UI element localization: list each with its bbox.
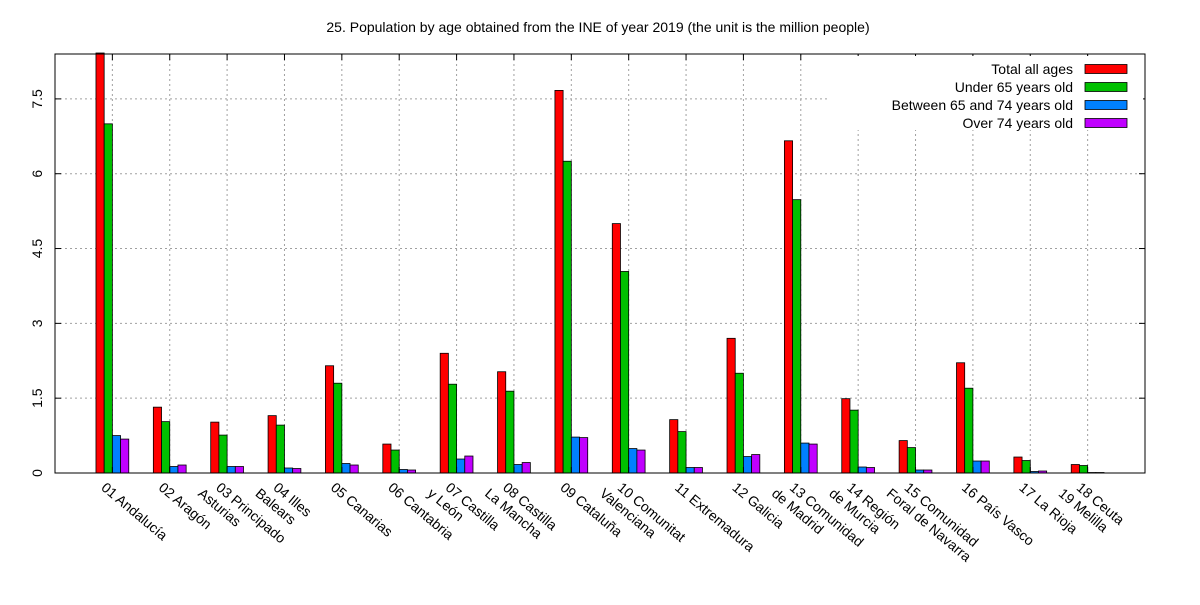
bar xyxy=(1071,465,1079,473)
bar xyxy=(694,468,702,473)
bar xyxy=(399,470,407,473)
bar xyxy=(96,53,104,473)
bar xyxy=(293,469,301,473)
legend-swatch xyxy=(1085,83,1127,92)
bar xyxy=(1079,466,1087,473)
bar xyxy=(580,438,588,473)
bar xyxy=(1014,457,1022,473)
bar xyxy=(162,422,170,473)
bar xyxy=(211,422,219,473)
bar xyxy=(678,432,686,473)
bar xyxy=(522,463,530,473)
bar xyxy=(850,410,858,473)
legend-label: Between 65 and 74 years old xyxy=(892,97,1073,113)
bar xyxy=(104,124,112,473)
bar xyxy=(498,372,506,473)
y-tick-label: 1.5 xyxy=(29,388,45,408)
bar xyxy=(956,363,964,473)
bar xyxy=(727,338,735,473)
y-tick-label: 6 xyxy=(29,170,45,178)
y-tick-label: 4.5 xyxy=(29,239,45,259)
bar xyxy=(965,388,973,473)
bar xyxy=(448,384,456,473)
legend-label: Total all ages xyxy=(991,61,1073,77)
legend-swatch xyxy=(1085,101,1127,110)
legend-swatch xyxy=(1085,65,1127,74)
y-tick-label: 0 xyxy=(29,469,45,477)
bar xyxy=(842,399,850,473)
legend-label: Over 74 years old xyxy=(963,115,1074,131)
y-tick-label: 7.5 xyxy=(29,89,45,109)
bar xyxy=(342,464,350,473)
bar xyxy=(268,416,276,473)
bar xyxy=(465,456,473,473)
bar xyxy=(670,420,678,473)
legend: Total all ages Under 65 years old Between … xyxy=(830,56,1143,131)
chart-title: 25. Population by age obtained from the … xyxy=(326,19,869,35)
bar xyxy=(637,450,645,473)
bar xyxy=(334,383,342,473)
bar xyxy=(858,467,866,473)
bar xyxy=(219,435,227,473)
bar xyxy=(227,467,235,473)
bar xyxy=(866,468,874,473)
bar xyxy=(325,366,333,473)
bar xyxy=(612,224,620,473)
x-tick-label-line: 05 Canarias xyxy=(328,479,396,540)
x-tick-label: 07 Castillay León xyxy=(425,473,503,546)
bar xyxy=(801,443,809,473)
bar xyxy=(809,444,817,473)
bar xyxy=(620,271,628,473)
bar xyxy=(121,439,129,473)
bar xyxy=(981,461,989,473)
bar xyxy=(153,407,161,473)
x-tick-label: 08 CastillaLa Mancha xyxy=(482,473,560,546)
bar xyxy=(440,353,448,473)
bar xyxy=(178,465,186,473)
bar xyxy=(235,467,243,473)
y-tick-label: 3 xyxy=(29,319,45,327)
bar xyxy=(1022,461,1030,473)
bar xyxy=(284,468,292,473)
bar xyxy=(907,448,915,473)
bar xyxy=(629,449,637,473)
bar xyxy=(457,459,465,473)
bar xyxy=(686,468,694,473)
bar xyxy=(793,200,801,473)
bar xyxy=(735,373,743,473)
bar xyxy=(752,455,760,473)
bar xyxy=(555,90,563,473)
x-tick-label: 05 Canarias xyxy=(328,479,396,540)
bar xyxy=(112,436,120,473)
bar xyxy=(350,465,358,473)
bar xyxy=(743,457,751,473)
bar xyxy=(506,391,514,473)
legend-label: Under 65 years old xyxy=(955,79,1073,95)
bar xyxy=(276,425,284,473)
bar xyxy=(899,441,907,473)
bar xyxy=(514,465,522,473)
legend-swatch xyxy=(1085,119,1127,128)
bar xyxy=(563,161,571,473)
bar xyxy=(383,444,391,473)
bar xyxy=(784,141,792,473)
bar xyxy=(571,437,579,473)
bar xyxy=(170,467,178,473)
bar xyxy=(973,461,981,473)
bar xyxy=(391,450,399,473)
